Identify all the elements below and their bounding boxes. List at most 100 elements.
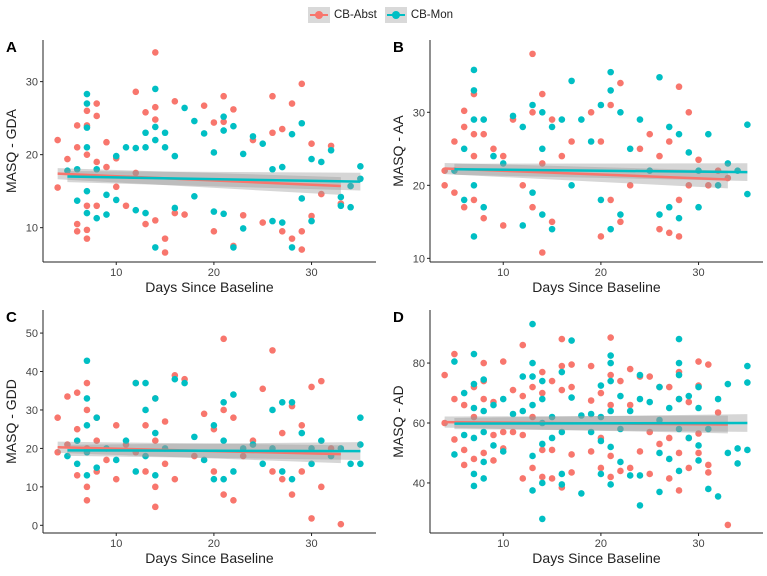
data-point-cb-mon (122, 437, 130, 445)
data-point-cb-abst (607, 101, 614, 109)
x-tick-label: 20 (595, 538, 607, 550)
data-point-cb-mon (220, 127, 227, 134)
data-point-cb-mon (298, 195, 306, 202)
data-point-cb-abst (112, 183, 120, 191)
data-point-cb-mon (519, 373, 527, 380)
data-point-cb-abst (675, 83, 683, 91)
data-point-cb-abst (470, 413, 478, 421)
data-point-cb-mon (73, 165, 81, 173)
data-point-cb-abst (93, 112, 101, 120)
data-point-cb-abst (617, 79, 624, 87)
data-point-cb-abst (519, 182, 527, 189)
data-point-cb-abst (73, 228, 81, 235)
data-point-cb-mon (539, 145, 546, 153)
data-point-cb-mon (288, 398, 296, 406)
panel-c: 10 20 30 0 10 20 30 40 50 Days Since Baseline MASQ… (3, 309, 376, 566)
y-tick-label: 20 (413, 180, 425, 192)
data-point-cb-abst (83, 379, 91, 387)
data-point-cb-abst (460, 461, 468, 469)
data-point-cb-mon (73, 460, 81, 468)
data-point-cb-mon (308, 155, 315, 163)
x-axis-title: Days Since Baseline (145, 550, 274, 566)
data-point-cb-abst (112, 422, 120, 429)
y-tick-label: 10 (413, 253, 425, 265)
data-point-cb-abst (499, 152, 507, 160)
data-point-cb-abst (617, 377, 624, 385)
data-point-cb-abst (656, 225, 663, 233)
data-point-cb-abst (54, 184, 61, 191)
data-point-cb-abst (519, 392, 527, 400)
data-point-cb-abst (210, 119, 218, 126)
data-point-cb-mon (597, 470, 605, 478)
data-point-cb-abst (587, 397, 595, 404)
data-point-cb-mon (103, 211, 110, 218)
data-point-cb-mon (714, 182, 722, 189)
data-point-cb-abst (480, 359, 488, 367)
data-point-cb-abst (152, 116, 159, 123)
data-point-cb-abst (451, 395, 458, 403)
data-point-cb-abst (499, 222, 507, 229)
data-point-cb-mon (675, 467, 683, 475)
data-point-cb-abst (308, 212, 315, 220)
data-point-cb-abst (568, 361, 575, 368)
data-point-cb-mon (249, 133, 257, 140)
y-tick-label: 30 (26, 405, 38, 417)
legend-item-cb-abst: CB-Abst (308, 7, 377, 23)
data-point-cb-mon (607, 377, 614, 385)
data-point-cb-abst (239, 452, 247, 460)
data-point-cb-mon (656, 383, 663, 391)
data-point-cb-mon (734, 460, 741, 467)
data-point-cb-abst (626, 464, 634, 472)
data-point-cb-mon (587, 428, 595, 436)
data-point-cb-mon (568, 394, 575, 401)
data-point-cb-abst (724, 521, 732, 529)
data-point-cb-abst (460, 446, 468, 454)
data-point-cb-abst (695, 430, 702, 437)
data-point-cb-abst (480, 214, 488, 222)
data-point-cb-abst (587, 362, 595, 370)
data-point-cb-mon (636, 395, 644, 403)
data-point-cb-mon (347, 460, 354, 468)
data-point-cb-mon (539, 395, 546, 403)
data-point-cb-abst (519, 341, 527, 349)
data-point-cb-mon (288, 244, 296, 251)
data-point-cb-abst (539, 90, 546, 98)
data-point-cb-mon (665, 404, 673, 412)
panel-label: C (6, 309, 17, 326)
panel-a: 10 20 30 10 20 30 Days Since Baseline MASQ - GD… (3, 39, 376, 295)
data-point-cb-mon (171, 152, 179, 160)
data-point-cb-mon (529, 101, 536, 109)
data-point-cb-mon (587, 410, 595, 418)
data-point-cb-abst (83, 235, 91, 242)
data-point-cb-mon (675, 371, 683, 379)
data-point-cb-mon (83, 144, 91, 151)
data-point-cb-mon (607, 352, 614, 359)
data-point-cb-mon (103, 191, 110, 199)
data-point-cb-mon (636, 472, 644, 479)
data-point-cb-mon (675, 335, 683, 343)
data-point-cb-abst (656, 152, 663, 160)
data-point-cb-mon (142, 406, 149, 414)
x-tick-label: 30 (305, 538, 317, 550)
data-point-cb-mon (230, 244, 237, 251)
data-point-cb-abst (460, 123, 468, 131)
data-point-cb-mon (529, 401, 536, 409)
data-point-cb-abst (318, 483, 325, 491)
data-point-cb-abst (318, 190, 325, 198)
data-point-cb-abst (685, 108, 693, 116)
y-tick-label: 50 (26, 328, 38, 340)
data-point-cb-abst (73, 425, 81, 433)
data-point-cb-abst (626, 401, 634, 409)
data-point-cb-mon (675, 130, 683, 138)
data-point-cb-abst (210, 228, 218, 235)
data-point-cb-mon (83, 187, 91, 195)
fit-line-cb-mon (454, 168, 748, 174)
fit-line-cb-mon (67, 449, 361, 453)
y-tick-label: 0 (32, 520, 38, 532)
data-point-cb-mon (568, 77, 575, 85)
data-point-cb-abst (695, 156, 702, 164)
data-point-cb-mon (695, 404, 702, 412)
data-point-cb-abst (539, 473, 546, 481)
data-point-cb-mon (470, 404, 478, 412)
